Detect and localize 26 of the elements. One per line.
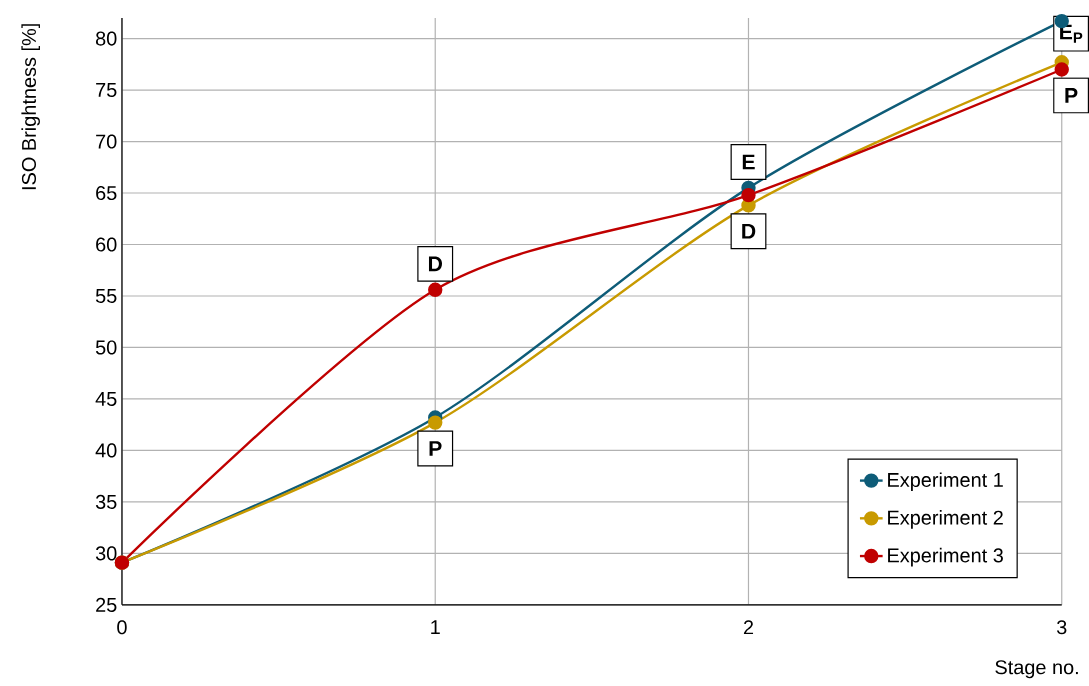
annotation: P [1065, 88, 1078, 103]
y-tick-label: 45 [95, 392, 117, 406]
y-tick-label: 75 [96, 83, 117, 98]
y-tick-label: 55 [95, 289, 117, 303]
x-tick-label: 3 [1056, 620, 1067, 635]
y-tick-label: 40 [95, 443, 117, 458]
y-tick-label: 50 [95, 340, 117, 355]
y-tick-label: 60 [96, 237, 117, 252]
legend-label: Experiment 1 [888, 472, 1003, 492]
y-tick-label: 80 [96, 31, 117, 46]
x-tick-label: 0 [117, 620, 127, 635]
legend-label: Experiment 3 [888, 547, 1003, 567]
annotation: D [742, 224, 756, 239]
y-tick-label: 35 [95, 494, 117, 510]
x-tick-label: 1 [431, 620, 440, 634]
y-tick-label: 25 [96, 597, 117, 612]
y-tick-label: 70 [96, 134, 117, 149]
y-axis-title: ISO Brightness [%] [21, 24, 40, 190]
y-tick-label: 65 [96, 186, 117, 201]
legend-label: Experiment 2 [888, 510, 1003, 529]
y-tick-label: 30 [95, 546, 117, 561]
x-tick-label: 2 [743, 620, 754, 635]
annotation: E [742, 154, 755, 170]
annotation: P [429, 441, 442, 456]
x-axis-title: Stage no. [995, 660, 1078, 679]
annotation: D [428, 256, 443, 272]
